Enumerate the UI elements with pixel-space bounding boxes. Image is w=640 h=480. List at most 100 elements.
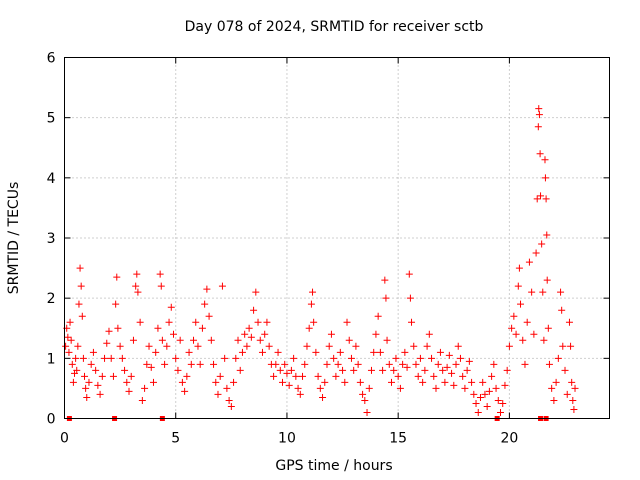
data-point — [296, 390, 304, 398]
data-point — [196, 360, 204, 368]
data-point — [505, 342, 513, 350]
data-point — [170, 330, 177, 338]
data-point — [533, 195, 541, 203]
data-point — [339, 366, 347, 374]
data-point — [225, 396, 233, 404]
data-point — [158, 336, 166, 344]
x-tick-label: 5 — [171, 431, 180, 447]
data-point — [172, 354, 180, 362]
data-point — [567, 342, 575, 350]
data-point — [136, 318, 144, 326]
data-point — [254, 318, 262, 326]
data-point — [559, 342, 567, 350]
y-tick-label: 4 — [47, 171, 56, 187]
data-point — [461, 384, 469, 392]
data-point — [64, 333, 72, 341]
data-point — [374, 312, 382, 320]
data-point — [434, 360, 442, 368]
data-point — [66, 318, 74, 326]
data-point — [285, 381, 293, 389]
data-point — [87, 360, 95, 368]
data-point — [210, 360, 218, 368]
y-tick-label: 5 — [47, 111, 56, 127]
data-point — [174, 366, 182, 374]
data-point — [81, 372, 89, 380]
data-point — [258, 348, 266, 356]
data-point — [538, 240, 546, 248]
data-point — [410, 342, 418, 350]
data-point — [541, 156, 549, 164]
data-point — [265, 342, 273, 350]
data-point — [78, 312, 86, 320]
data-point — [185, 348, 193, 356]
data-point — [243, 342, 251, 350]
data-point — [517, 300, 525, 308]
data-point — [381, 276, 389, 284]
data-point — [132, 282, 140, 290]
data-point — [118, 354, 126, 362]
data-point — [459, 372, 467, 380]
data-point — [345, 336, 353, 344]
data-point — [510, 312, 518, 320]
data-point — [565, 318, 573, 326]
data-point — [408, 318, 416, 326]
data-point — [543, 231, 551, 239]
data-point — [227, 402, 235, 410]
x-tick-label: 20 — [500, 431, 518, 447]
data-point — [525, 258, 533, 266]
data-point — [416, 354, 424, 362]
data-point — [571, 384, 579, 392]
data-point — [481, 390, 489, 398]
data-point — [494, 396, 502, 404]
data-point — [290, 354, 298, 362]
data-point — [330, 354, 338, 362]
data-point — [414, 372, 422, 380]
data-point — [305, 324, 313, 332]
data-point — [476, 393, 484, 401]
x-axis-label: GPS time / hours — [275, 458, 392, 474]
data-point — [114, 324, 122, 332]
data-point — [314, 372, 322, 380]
data-point — [310, 318, 318, 326]
data-point — [456, 354, 464, 362]
chart-title: Day 078 of 2024, SRMTID for receiver sct… — [185, 19, 484, 35]
data-point — [272, 360, 280, 368]
data-point — [274, 348, 282, 356]
data-point — [309, 288, 317, 296]
data-point — [62, 342, 70, 350]
data-point — [554, 354, 562, 362]
data-point — [350, 366, 358, 374]
data-point — [256, 336, 264, 344]
data-point — [454, 342, 462, 350]
data-point — [385, 360, 393, 368]
data-point — [301, 360, 309, 368]
data-point — [165, 318, 173, 326]
data-point — [332, 372, 340, 380]
data-point — [363, 408, 371, 416]
data-point — [521, 360, 529, 368]
data-point — [276, 366, 284, 374]
data-point — [441, 378, 449, 386]
data-point — [558, 306, 566, 314]
data-point — [307, 300, 315, 308]
data-point — [230, 378, 238, 386]
data-point — [376, 348, 384, 356]
data-point — [157, 282, 165, 290]
data-point — [176, 336, 184, 344]
data-point — [205, 312, 213, 320]
data-point — [432, 384, 440, 392]
data-point — [361, 396, 369, 404]
data-point — [73, 366, 81, 374]
data-point — [207, 336, 215, 344]
data-point — [156, 270, 164, 278]
x-tick-label: 15 — [389, 431, 407, 447]
data-point — [121, 366, 129, 374]
data-point — [399, 360, 407, 368]
data-point — [183, 372, 191, 380]
data-point — [519, 336, 527, 344]
data-point — [138, 396, 146, 404]
data-point — [68, 360, 76, 368]
y-tick-label: 6 — [47, 51, 56, 67]
data-point — [501, 381, 509, 389]
